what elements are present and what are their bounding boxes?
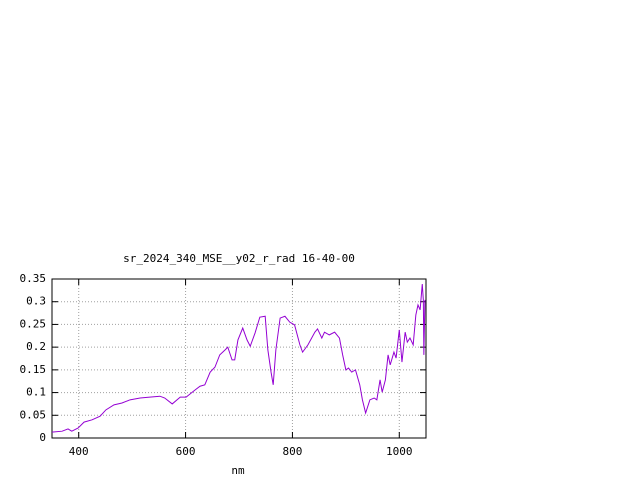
chart-title: sr_2024_340_MSE__y02_r_rad 16-40-00 <box>123 252 355 265</box>
y-tick-label: 0.1 <box>26 386 46 399</box>
x-tick-label: 600 <box>176 445 196 458</box>
y-tick-label: 0.05 <box>20 408 47 421</box>
y-tick-label: 0 <box>39 431 46 444</box>
x-axis-label: nm <box>231 464 245 477</box>
y-tick-label: 0.35 <box>20 272 47 285</box>
data-line <box>51 283 426 433</box>
x-tick-label: 800 <box>282 445 302 458</box>
y-tick-label: 0.25 <box>20 317 47 330</box>
x-tick-label: 1000 <box>386 445 413 458</box>
x-tick-label: 400 <box>69 445 89 458</box>
y-tick-label: 0.2 <box>26 340 46 353</box>
y-tick-label: 0.15 <box>20 363 47 376</box>
plot-border <box>51 278 427 439</box>
y-tick-label: 0.3 <box>26 295 46 308</box>
